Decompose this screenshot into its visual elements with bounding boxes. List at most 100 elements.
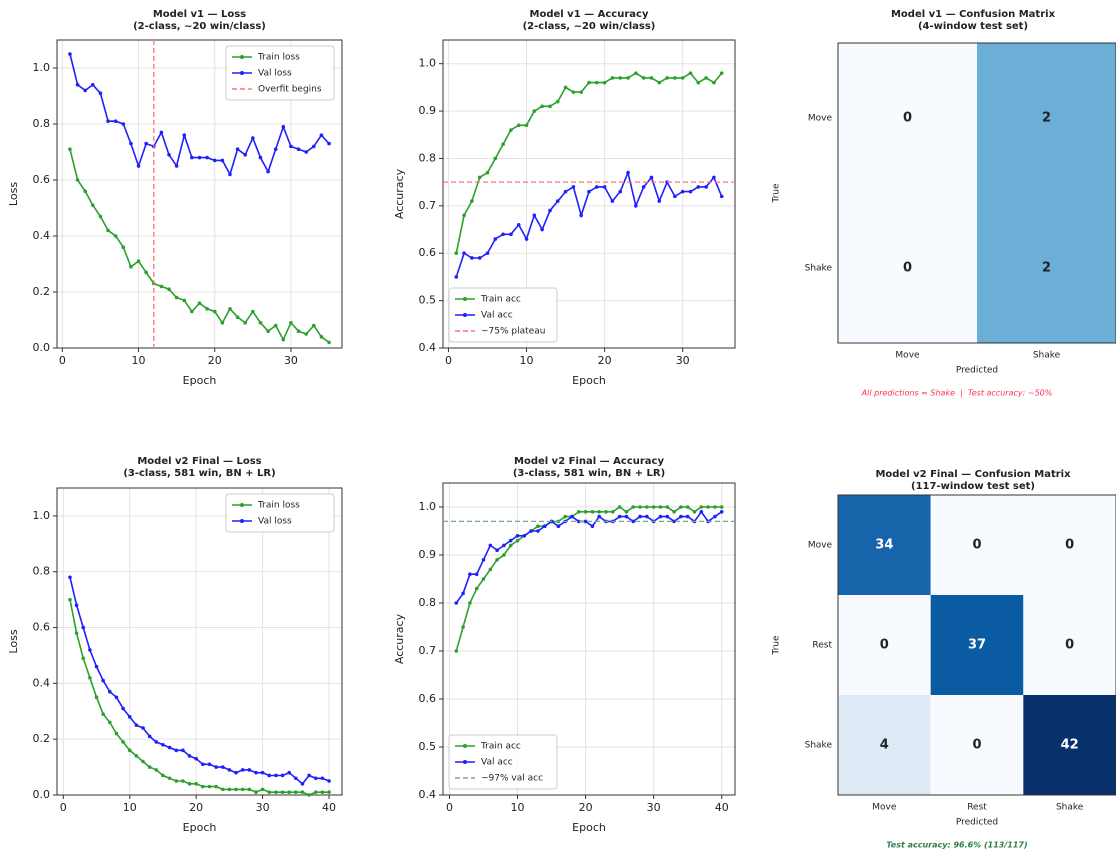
series-point [501, 142, 505, 147]
series-point [289, 321, 293, 325]
series-point [610, 199, 615, 203]
series-point [201, 784, 205, 789]
series-point [685, 514, 690, 519]
series-point [287, 790, 291, 795]
series-point [509, 128, 513, 132]
y-tick-label: 0.4 [33, 229, 51, 242]
series-point [713, 514, 717, 519]
series-point [540, 104, 544, 109]
series-point [319, 335, 324, 339]
series-point [129, 141, 133, 146]
series-point [68, 52, 72, 56]
y-axis-label: Loss [7, 182, 20, 206]
chart-subtitle: (3-class, 581 win, BN + LR) [513, 468, 665, 479]
series-point [91, 203, 95, 207]
y-tick-label: 0.6 [33, 621, 51, 634]
series-point [583, 510, 588, 514]
series-point [281, 125, 286, 129]
series-point [296, 147, 301, 151]
series-point [187, 754, 192, 758]
series-point [495, 558, 499, 562]
series-point [488, 567, 493, 572]
chart-title: Model v1 — Loss [153, 9, 246, 20]
series-point [501, 232, 505, 237]
x-tick-label: Rest [967, 803, 987, 813]
plot-frame [56, 487, 343, 796]
x-tick-label: Shake [1056, 803, 1084, 813]
series-point [212, 309, 217, 314]
series-point [516, 123, 521, 128]
x-tick-label: 0 [445, 354, 452, 367]
series-point [706, 505, 710, 509]
series-point [509, 232, 513, 237]
series-point [327, 340, 331, 345]
series-point [174, 748, 179, 753]
series-point [493, 237, 498, 241]
series-point [679, 514, 683, 519]
series-point [228, 172, 232, 177]
cell-value: 42 [1061, 738, 1079, 753]
y-tick-label: 0.2 [33, 732, 51, 745]
series-point [597, 514, 602, 519]
series-point [595, 80, 599, 85]
series-point [617, 514, 622, 519]
series-point [481, 558, 486, 562]
matrix-cell [930, 695, 1024, 795]
cell-value: 0 [1065, 638, 1074, 653]
series-line [69, 577, 330, 785]
series-point [129, 265, 133, 269]
series-point [657, 199, 662, 203]
series-point [692, 510, 697, 514]
series-point [524, 123, 529, 128]
series-point [481, 577, 486, 581]
series-point [563, 189, 568, 194]
series-point [696, 185, 701, 189]
y-tick-label: 0.9 [419, 104, 437, 117]
series-point [258, 155, 263, 160]
series-point [280, 790, 285, 795]
series-point [113, 234, 118, 238]
x-axis-label: Epoch [572, 374, 606, 387]
series-point [167, 153, 171, 157]
series-point [234, 787, 238, 792]
series-point [665, 505, 670, 509]
cell-value: 0 [903, 111, 912, 126]
series-point [243, 153, 248, 157]
annotation: Test accuracy: 96.6% (113/117) [886, 841, 1027, 850]
x-tick-label: Move [895, 351, 920, 361]
series-point [243, 321, 248, 325]
series-point [522, 534, 527, 538]
series-point [273, 323, 278, 328]
x-tick-label: 10 [132, 354, 146, 367]
series-point [83, 88, 87, 93]
series-point [536, 529, 540, 533]
series-point [626, 76, 630, 80]
legend-swatch-dot [240, 519, 244, 523]
series-point [75, 83, 80, 87]
y-tick-label: 0.6 [419, 692, 437, 705]
series-point [273, 147, 278, 151]
series-point [624, 514, 629, 519]
x-tick-label: 20 [208, 354, 222, 367]
x-tick-label: 40 [322, 801, 336, 814]
cell-value: 4 [880, 738, 889, 753]
legend-swatch-dot [463, 744, 467, 748]
series-point [680, 189, 685, 194]
chart-title: Model v2 Final — Loss [137, 456, 261, 467]
series-point [542, 524, 547, 528]
series-point [294, 776, 298, 781]
series-point [327, 790, 331, 795]
series-point [88, 675, 92, 680]
legend-label: ~97% val acc [481, 774, 543, 784]
series-point [641, 76, 646, 80]
x-tick-label: 30 [284, 354, 298, 367]
series-point [98, 214, 103, 219]
plot-frame [442, 482, 736, 796]
x-tick-label: 30 [647, 801, 661, 814]
series-point [320, 776, 325, 781]
y-tick-label: 0.8 [33, 565, 51, 578]
series-point [174, 779, 179, 783]
series-point [258, 321, 263, 325]
series-point [274, 773, 278, 778]
